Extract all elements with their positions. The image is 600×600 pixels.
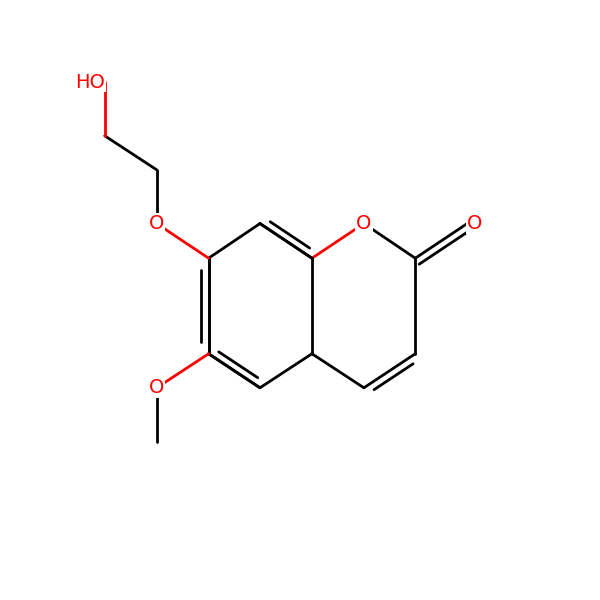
Text: O: O <box>149 378 164 397</box>
Text: HO: HO <box>75 73 105 92</box>
Text: O: O <box>356 214 371 233</box>
Text: O: O <box>149 214 164 233</box>
Text: O: O <box>467 214 482 233</box>
